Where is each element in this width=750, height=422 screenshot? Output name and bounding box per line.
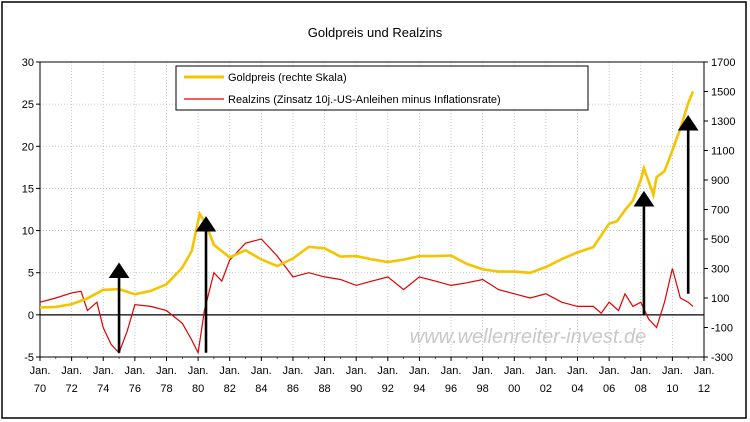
x-tick-year-label: 02 xyxy=(540,383,552,395)
x-tick-year-label: 06 xyxy=(603,383,615,395)
right-tick-label: 1500 xyxy=(711,87,735,99)
x-tick-year-label: 88 xyxy=(318,383,330,395)
x-tick-month-label: Jan. xyxy=(567,365,588,377)
right-tick-label: 1100 xyxy=(711,146,735,158)
x-tick-month-label: Jan. xyxy=(536,365,557,377)
right-tick-label: 1300 xyxy=(711,116,735,128)
left-tick-label: 25 xyxy=(22,99,34,111)
annotation-arrows xyxy=(108,114,699,353)
x-tick-year-label: 82 xyxy=(224,383,236,395)
x-tick-month-label: Jan. xyxy=(409,365,430,377)
left-tick-label: 0 xyxy=(28,310,34,322)
x-tick-month-label: Jan. xyxy=(124,365,145,377)
legend-real-label: Realzins (Zinsatz 10j.-US-Anleihen minus… xyxy=(228,94,501,106)
x-tick-month-label: Jan. xyxy=(377,365,398,377)
x-tick-month-label: Jan. xyxy=(251,365,272,377)
x-tick-year-label: 92 xyxy=(382,383,394,395)
watermark: www.wellenreiter-invest.de xyxy=(410,326,646,348)
left-tick-label: 10 xyxy=(22,226,34,238)
x-tick-month-label: Jan. xyxy=(61,365,82,377)
chart-title: Goldpreis und Realzins xyxy=(308,25,443,40)
x-tick-month-label: Jan. xyxy=(314,365,335,377)
right-tick-label: 500 xyxy=(711,234,729,246)
right-tick-label: 1700 xyxy=(711,57,735,69)
x-tick-month-label: Jan. xyxy=(346,365,367,377)
x-tick-month-label: Jan. xyxy=(156,365,177,377)
left-tick-label: 30 xyxy=(22,57,34,69)
grid-lines xyxy=(40,62,704,357)
x-tick-year-label: 84 xyxy=(255,383,267,395)
right-tick-label: -100 xyxy=(711,323,733,335)
left-tick-label: -5 xyxy=(24,352,34,364)
x-tick-month-label: Jan. xyxy=(472,365,493,377)
legend-box xyxy=(175,65,589,111)
x-tick-year-label: 78 xyxy=(160,383,172,395)
x-tick-month-label: Jan. xyxy=(694,365,715,377)
left-tick-label: 15 xyxy=(22,183,34,195)
x-tick-month-label: Jan. xyxy=(188,365,209,377)
x-tick-year-label: 76 xyxy=(129,383,141,395)
x-tick-year-label: 12 xyxy=(698,383,710,395)
x-tick-year-label: 10 xyxy=(666,383,678,395)
x-tick-year-label: 86 xyxy=(287,383,299,395)
left-tick-label: 5 xyxy=(28,268,34,280)
right-tick-label: 900 xyxy=(711,175,729,187)
x-tick-year-label: 74 xyxy=(97,383,109,395)
x-tick-year-label: 90 xyxy=(350,383,362,395)
x-tick-month-label: Jan. xyxy=(219,365,240,377)
x-axis-ticks: Jan. 70 Jan. 72 Jan. 74 Jan. 76 Jan. 78 Jan. 80 Jan.… xyxy=(30,357,715,395)
right-axis-ticks: 1700 1500 1300 1100 900 700 500 300 100 -100 -300 xyxy=(704,57,735,364)
legend: Goldpreis (rechte Skala) Realzins (Zinsa… xyxy=(175,65,589,111)
x-tick-month-label: Jan. xyxy=(599,365,620,377)
legend-gold-label: Goldpreis (rechte Skala) xyxy=(228,72,347,84)
x-tick-month-label: Jan. xyxy=(441,365,462,377)
right-tick-label: -300 xyxy=(711,352,733,364)
x-tick-month-label: Jan. xyxy=(30,365,51,377)
x-tick-month-label: Jan. xyxy=(504,365,525,377)
x-tick-year-label: 04 xyxy=(571,383,583,395)
x-tick-month-label: Jan. xyxy=(93,365,114,377)
x-tick-year-label: 98 xyxy=(477,383,489,395)
x-tick-year-label: 80 xyxy=(192,383,204,395)
left-tick-label: 20 xyxy=(22,141,34,153)
x-tick-year-label: 00 xyxy=(508,383,520,395)
right-tick-label: 700 xyxy=(711,205,729,217)
x-tick-month-label: Jan. xyxy=(283,365,304,377)
x-tick-month-label: Jan. xyxy=(630,365,651,377)
x-tick-year-label: 96 xyxy=(445,383,457,395)
x-tick-year-label: 70 xyxy=(34,383,46,395)
series-realzins-line xyxy=(39,238,694,355)
series-goldpreis-line xyxy=(39,91,695,309)
x-tick-month-label: Jan. xyxy=(662,365,683,377)
right-tick-label: 100 xyxy=(711,293,729,305)
left-axis-ticks: 30 25 20 15 10 5 0 -5 xyxy=(22,57,40,364)
right-tick-label: 300 xyxy=(711,264,729,276)
x-tick-year-label: 08 xyxy=(635,383,647,395)
x-tick-year-label: 72 xyxy=(65,383,77,395)
x-tick-year-label: 94 xyxy=(413,383,425,395)
